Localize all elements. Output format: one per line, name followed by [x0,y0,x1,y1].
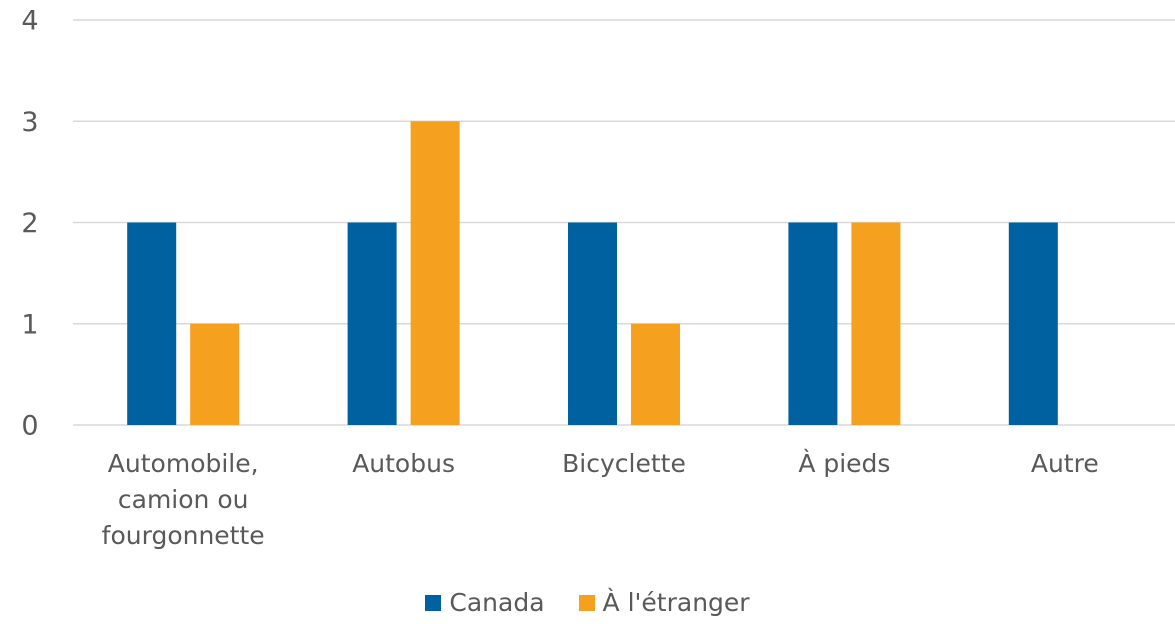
legend-item: Canada [425,588,545,617]
y-tick-label: 4 [21,6,38,37]
x-tick-label: Automobile, camion ou fourgonnette [101,449,265,550]
x-tick-label: Autre [1030,449,1099,478]
bar [568,222,617,425]
y-tick-label: 3 [21,107,38,138]
x-tick-label: À pieds [798,449,891,478]
bar [190,323,240,425]
bar [851,222,901,425]
legend-label: À l'étranger [602,588,750,617]
y-tick-label: 0 [21,411,38,442]
legend: Canada À l'étranger [0,588,1175,617]
legend-swatch [425,594,442,611]
legend-swatch [578,594,595,611]
legend-item: À l'étranger [578,588,750,617]
y-tick-label: 1 [21,309,38,340]
x-tick-label: Autobus [352,449,455,478]
bar [788,222,838,425]
x-tick-label: Bicyclette [562,449,686,478]
bar [410,121,460,425]
y-tick-label: 2 [21,208,38,239]
bar [1008,222,1058,425]
bar [631,323,680,425]
bar [127,222,177,425]
legend-label: Canada [449,588,545,617]
bar [347,222,397,425]
